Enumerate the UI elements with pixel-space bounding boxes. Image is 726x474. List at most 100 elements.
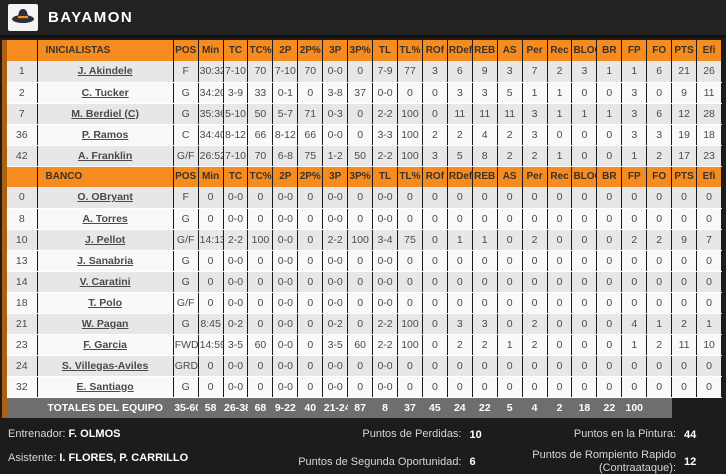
- column-header-min: Min: [198, 166, 224, 187]
- stat-cell: 0: [646, 187, 673, 209]
- column-header-rof: ROf: [422, 40, 448, 61]
- stat-cell: 0: [422, 208, 448, 230]
- stat-cell: 0-0: [372, 355, 398, 377]
- player-name-link[interactable]: J. Akindele: [37, 61, 174, 83]
- totals-stat-cell: 24: [453, 401, 466, 414]
- player-name-link[interactable]: M. Berdiel (C): [37, 103, 174, 125]
- stat-cell: 1: [547, 82, 573, 104]
- stat-cell: 0: [472, 355, 498, 377]
- stat-cell: 0: [497, 271, 523, 293]
- column-header-per: Per: [522, 166, 548, 187]
- stat-cell: 0: [422, 376, 448, 398]
- table-row: 0 O. OBryant F 0 0-0 0 0-0 0 0-0 0 0-0 0 0 0 0 0 0 0 0 0 0 0 0…: [7, 187, 722, 209]
- stat-cell: 0: [472, 292, 498, 314]
- stat-cell: 30:32: [198, 61, 224, 83]
- stat-cell: 28: [696, 103, 722, 125]
- stat-cell: 0: [297, 82, 324, 104]
- stat-cell: 0: [447, 187, 473, 209]
- player-name-link[interactable]: J. Pellot: [37, 229, 174, 251]
- column-header-tlpct: TL%: [397, 166, 423, 187]
- player-name-link[interactable]: W. Pagan: [37, 313, 174, 335]
- player-name-link[interactable]: T. Polo: [37, 292, 174, 314]
- stat-cell: 11: [472, 103, 498, 125]
- stat-cell: 100: [397, 313, 423, 335]
- column-header-per: Per: [522, 40, 548, 61]
- stat-cell: 1: [596, 103, 623, 125]
- stat-cell: 0: [347, 61, 374, 83]
- column-header-tcpct: TC%: [247, 40, 274, 61]
- stat-cell: F: [173, 61, 199, 83]
- stat-cell: 0: [422, 103, 448, 125]
- table-row: 10J. PellotG/F14:132-21000-002-21003-475…: [7, 229, 722, 251]
- stat-cell: 0-0: [272, 229, 299, 251]
- stat-cell: 0: [397, 376, 423, 398]
- stat-value-puntos-pintura: 44: [684, 428, 697, 441]
- player-name-link[interactable]: C. Tucker: [37, 82, 174, 104]
- stat-cell: 0: [472, 376, 498, 398]
- player-name-link[interactable]: A. Franklin: [37, 145, 174, 167]
- column-header-reb: REB: [472, 166, 498, 187]
- stat-cell: 0-2: [322, 313, 349, 335]
- stat-cell: 3: [422, 145, 448, 167]
- stat-cell: 3-9: [223, 82, 249, 104]
- stat-cell: 0-0: [322, 124, 349, 146]
- player-number: 21: [7, 313, 38, 335]
- stat-cell: 11: [497, 103, 523, 125]
- stat-cell: G: [173, 250, 199, 272]
- player-name-link[interactable]: V. Caratini: [37, 271, 174, 293]
- stat-cell: 2-2: [372, 103, 398, 125]
- column-header-as: AS: [497, 166, 523, 187]
- stat-cell: 0: [447, 250, 473, 272]
- stat-cell: 0: [297, 229, 324, 251]
- page-title: BAYAMON: [48, 9, 134, 26]
- stat-cell: 0: [247, 313, 274, 335]
- staff-block: Entrenador: F. OLMOS Asistente: I. FLORE…: [8, 428, 293, 474]
- stat-cell: 17: [671, 145, 698, 167]
- totals-label: TOTALES DEL EQUIPO: [47, 401, 163, 414]
- stat-cell: 0-0: [272, 313, 299, 335]
- column-header-reb: REB: [472, 40, 498, 61]
- stat-cell: 5: [497, 82, 523, 104]
- stat-cell: G: [173, 313, 199, 335]
- player-name-link[interactable]: O. OBryant: [37, 187, 174, 209]
- player-name-link[interactable]: E. Santiago: [37, 376, 174, 398]
- stat-cell: 0: [621, 292, 648, 314]
- stat-cell: 60: [247, 334, 274, 356]
- stat-cell: 75: [297, 145, 324, 167]
- stat-cell: 0: [621, 187, 648, 209]
- player-number: 18: [7, 292, 38, 314]
- player-name-link[interactable]: J. Sanabria: [37, 250, 174, 272]
- stat-cell: 0: [497, 229, 523, 251]
- totals-stat-cell: 40: [304, 401, 317, 414]
- column-header-tl: TL: [372, 166, 398, 187]
- player-name-link[interactable]: A. Torres: [37, 208, 174, 230]
- column-header-fp: FP: [621, 40, 648, 61]
- stat-cell: 100: [397, 334, 423, 356]
- stat-cell: 2: [621, 229, 648, 251]
- stat-label-segunda-oportunidad: Puntos de Segunda Oportunidad:: [298, 455, 462, 468]
- stat-cell: 0-0: [322, 61, 349, 83]
- stat-cell: 0-0: [372, 271, 398, 293]
- stat-cell: 0-0: [372, 250, 398, 272]
- stat-cell: G/F: [173, 292, 199, 314]
- player-name-link[interactable]: P. Ramos: [37, 124, 174, 146]
- totals-stat-cell: 87: [354, 401, 366, 414]
- stat-cell: 0: [696, 208, 722, 230]
- section-label: BANCO: [37, 166, 174, 187]
- stat-cell: G: [173, 208, 199, 230]
- column-header-br: BR: [596, 40, 623, 61]
- stat-cell: G: [173, 271, 199, 293]
- stat-cell: 0: [571, 208, 598, 230]
- stat-cell: 0: [447, 208, 473, 230]
- stat-cell: 0: [696, 271, 722, 293]
- stat-cell: 0: [571, 313, 598, 335]
- stat-cell: 0: [522, 250, 548, 272]
- stat-cell: 2: [422, 124, 448, 146]
- stat-cell: 0: [247, 355, 274, 377]
- player-name-link[interactable]: S. Villegas-Aviles: [37, 355, 174, 377]
- stat-cell: 0: [422, 334, 448, 356]
- stat-label-rompiento-rapido: Puntos de Rompiento Rapido (Contraataque…: [532, 449, 676, 474]
- stat-cell: 0: [522, 208, 548, 230]
- player-name-link[interactable]: F. Garcia: [37, 334, 174, 356]
- stat-cell: 100: [397, 124, 423, 146]
